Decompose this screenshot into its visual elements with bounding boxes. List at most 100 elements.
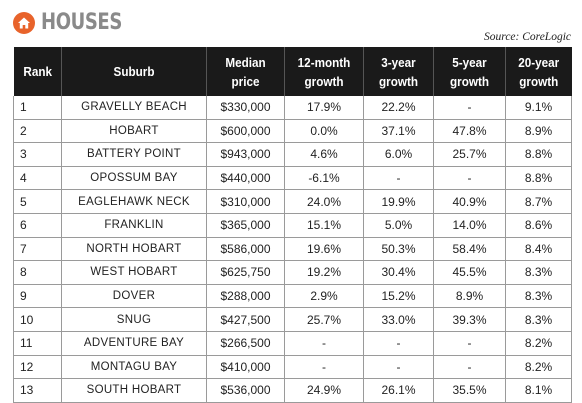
cell-median-price: $536,000	[206, 378, 285, 403]
cell-rank: 1	[13, 96, 62, 120]
cell-3-year-growth: -	[363, 330, 434, 356]
table-row: 5 EAGLEHAWK NECK $310,000 24.0% 19.9% 40.9% 8.…	[13, 189, 572, 214]
cell-suburb: MONTAGU BAY	[61, 354, 207, 380]
cell-20-year-growth: 8.3%	[505, 307, 572, 332]
cell-suburb: EAGLEHAWK NECK	[61, 189, 207, 214]
cell-rank: 4	[13, 165, 62, 191]
cell-suburb: BATTERY POINT	[61, 142, 207, 167]
cell-3-year-growth: 37.1%	[363, 118, 434, 144]
cell-5-year-growth: -	[433, 165, 506, 191]
cell-3-year-growth: 26.1%	[363, 378, 434, 403]
cell-5-year-growth: 39.3%	[433, 307, 506, 332]
cell-rank: 8	[13, 260, 62, 285]
cell-5-year-growth: -	[433, 96, 506, 120]
cell-rank: 2	[13, 118, 62, 144]
cell-12-month-growth: 19.2%	[284, 260, 364, 285]
cell-suburb: GRAVELLY BEACH	[61, 96, 207, 120]
cell-5-year-growth: 40.9%	[433, 189, 506, 214]
cell-rank: 13	[13, 378, 62, 403]
column-header-line: 12-month	[297, 54, 351, 70]
column-header-line: growth	[378, 73, 418, 89]
cell-3-year-growth: 19.9%	[363, 189, 434, 214]
cell-median-price: $330,000	[206, 96, 285, 120]
column-header-12-month-growth: 12-month growth	[284, 47, 364, 96]
cell-suburb: DOVER	[61, 283, 207, 309]
column-header-line: 3-year	[381, 54, 416, 70]
table-row: 6 FRANKLIN $365,000 15.1% 5.0% 14.0% 8.6%	[13, 212, 572, 238]
table-row: 8 WEST HOBART $625,750 19.2% 30.4% 45.5% 8.3%	[13, 260, 572, 285]
cell-3-year-growth: 15.2%	[363, 283, 434, 309]
cell-median-price: $600,000	[206, 118, 285, 144]
cell-rank: 6	[13, 212, 62, 238]
cell-20-year-growth: 8.7%	[505, 189, 572, 214]
column-header-rank: Rank	[13, 47, 62, 96]
cell-20-year-growth: 8.1%	[505, 378, 572, 403]
cell-5-year-growth: 47.8%	[433, 118, 506, 144]
cell-20-year-growth: 8.4%	[505, 236, 572, 262]
cell-median-price: $427,500	[206, 307, 285, 332]
cell-20-year-growth: 8.3%	[505, 260, 572, 285]
table-row: 9 DOVER $288,000 2.9% 15.2% 8.9% 8.3%	[13, 283, 572, 309]
cell-rank: 7	[13, 236, 62, 262]
column-header-suburb: Suburb	[61, 47, 207, 96]
cell-20-year-growth: 8.2%	[505, 330, 572, 356]
cell-20-year-growth: 8.2%	[505, 354, 572, 380]
cell-5-year-growth: 14.0%	[433, 212, 506, 238]
cell-rank: 11	[13, 330, 62, 356]
cell-3-year-growth: 22.2%	[363, 96, 434, 120]
table-row: 10 SNUG $427,500 25.7% 33.0% 39.3% 8.3%	[13, 307, 572, 332]
column-header-line: Suburb	[113, 64, 155, 79]
cell-median-price: $365,000	[206, 212, 285, 238]
cell-12-month-growth: 0.0%	[284, 118, 364, 144]
column-header-5-year-growth: 5-year growth	[433, 47, 506, 96]
table-header-row: Rank Suburb Median price 12-month growth 3-yea…	[13, 47, 572, 96]
cell-suburb: WEST HOBART	[61, 260, 207, 285]
source-note: Source: CoreLogic	[484, 31, 571, 43]
cell-3-year-growth: -	[363, 165, 434, 191]
cell-suburb: SOUTH HOBART	[61, 378, 207, 403]
cell-12-month-growth: -	[284, 330, 364, 356]
houses-table: Rank Suburb Median price 12-month growth 3-yea…	[13, 47, 572, 403]
table-row: 4 OPOSSUM BAY $440,000 -6.1% - -8.8%	[13, 165, 572, 191]
column-header-median-price: Median price	[206, 47, 285, 96]
cell-median-price: $310,000	[206, 189, 285, 214]
table-row: 12 MONTAGU BAY $410,000- - -8.2%	[13, 354, 572, 380]
cell-5-year-growth: 25.7%	[433, 142, 506, 167]
column-header-line: 5-year	[452, 54, 487, 70]
cell-20-year-growth: 8.9%	[505, 118, 572, 144]
cell-rank: 12	[13, 354, 62, 380]
column-header-line: growth	[449, 73, 489, 89]
cell-5-year-growth: 35.5%	[433, 378, 506, 403]
cell-20-year-growth: 9.1%	[505, 96, 572, 120]
cell-median-price: $266,500	[206, 330, 285, 356]
cell-suburb: SNUG	[61, 307, 207, 332]
column-header-line: price	[231, 73, 260, 89]
table-row: 11 ADVENTURE BAY $266,500- - -8.2%	[13, 330, 572, 356]
cell-20-year-growth: 8.8%	[505, 142, 572, 167]
column-header-line: Rank	[22, 64, 52, 79]
cell-suburb: HOBART	[61, 118, 207, 144]
cell-median-price: $625,750	[206, 260, 285, 285]
cell-rank: 5	[13, 189, 62, 214]
cell-suburb: NORTH HOBART	[61, 236, 207, 262]
table-row: 13 SOUTH HOBART $536,000 24.9% 26.1% 35.5% 8.1…	[13, 378, 572, 403]
cell-3-year-growth: 5.0%	[363, 212, 434, 238]
cell-12-month-growth: 15.1%	[284, 212, 364, 238]
cell-median-price: $410,000	[206, 354, 285, 380]
table-row: 1 GRAVELLY BEACH $330,000 17.9% 22.2% -9.1%	[13, 96, 572, 120]
cell-rank: 9	[13, 283, 62, 309]
cell-median-price: $586,000	[206, 236, 285, 262]
cell-12-month-growth: 25.7%	[284, 307, 364, 332]
home-icon	[13, 11, 35, 34]
cell-3-year-growth: 50.3%	[363, 236, 434, 262]
cell-median-price: $943,000	[206, 142, 285, 167]
table-body: 1 GRAVELLY BEACH $330,000 17.9% 22.2% -9.1% 2 H…	[13, 96, 572, 403]
cell-12-month-growth: 19.6%	[284, 236, 364, 262]
column-header-line: growth	[304, 73, 344, 89]
page-title: HOUSES	[41, 10, 122, 35]
cell-3-year-growth: -	[363, 354, 434, 380]
cell-rank: 3	[13, 142, 62, 167]
cell-suburb: OPOSSUM BAY	[61, 165, 207, 191]
cell-20-year-growth: 8.6%	[505, 212, 572, 238]
